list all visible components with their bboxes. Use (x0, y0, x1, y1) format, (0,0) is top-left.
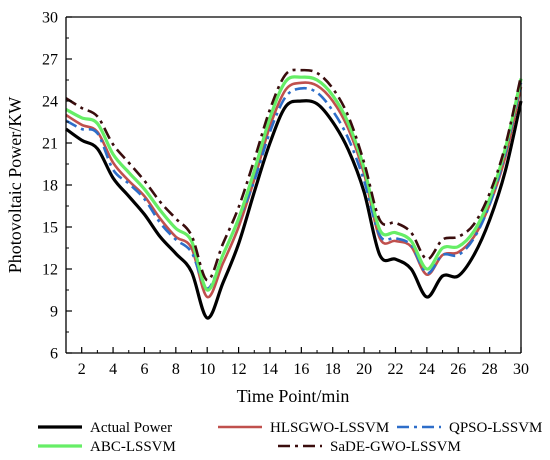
y-tick-label: 30 (42, 10, 58, 27)
x-tick-label: 14 (262, 361, 278, 378)
x-tick-label: 8 (172, 361, 180, 378)
legend-item: HLSGWO-LSSVM (218, 420, 389, 436)
x-tick-label: 26 (450, 361, 466, 378)
y-axis-title: Photovoltaic Power/KW (5, 97, 25, 273)
series-4 (65, 68, 523, 282)
legend-label: SaDE-GWO-LSSVM (330, 439, 461, 455)
series-line (65, 99, 523, 320)
x-tick-label: 16 (293, 361, 309, 378)
x-tick-label: 18 (325, 361, 341, 378)
legend-label: ABC-LSSVM (90, 439, 176, 455)
y-tick-label: 6 (50, 346, 58, 363)
x-tick-label: 28 (482, 361, 498, 378)
legend-item: QPSO-LSSVM (397, 420, 542, 436)
y-tick-label: 9 (50, 304, 58, 321)
x-tick-label: 22 (387, 361, 403, 378)
legend-item: SaDE-GWO-LSSVM (278, 439, 461, 455)
series-line (65, 82, 523, 290)
y-tick-label: 12 (42, 262, 58, 279)
series-2 (65, 82, 523, 290)
x-tick-label: 24 (419, 361, 435, 378)
x-tick-label: 2 (78, 361, 86, 378)
x-axis-title: Time Point/min (237, 386, 350, 406)
x-tick-label: 6 (140, 361, 148, 378)
legend-label: QPSO-LSSVM (449, 420, 542, 436)
series-line (65, 75, 523, 292)
series-0 (65, 99, 523, 320)
series-line (65, 68, 523, 282)
x-tick-label: 30 (513, 361, 529, 378)
y-tick-label: 18 (42, 178, 58, 195)
x-tick-label: 20 (356, 361, 372, 378)
legend-item: ABC-LSSVM (38, 439, 176, 455)
y-tick-label: 15 (42, 220, 58, 237)
x-tick-label: 4 (109, 361, 117, 378)
legend-label: HLSGWO-LSSVM (270, 420, 389, 436)
plot-area (65, 68, 523, 320)
legend-item: Actual Power (38, 420, 172, 436)
legend-label: Actual Power (90, 420, 172, 436)
x-tick-label: 12 (231, 361, 247, 378)
y-tick-label: 27 (42, 52, 58, 69)
x-tick-label: 10 (199, 361, 215, 378)
series-3 (65, 75, 523, 292)
y-tick-label: 21 (42, 136, 58, 153)
legend: Actual Power HLSGWO-LSSVM QPSO-LSSVM ABC-LS… (38, 420, 542, 455)
y-tick-label: 24 (42, 94, 58, 111)
